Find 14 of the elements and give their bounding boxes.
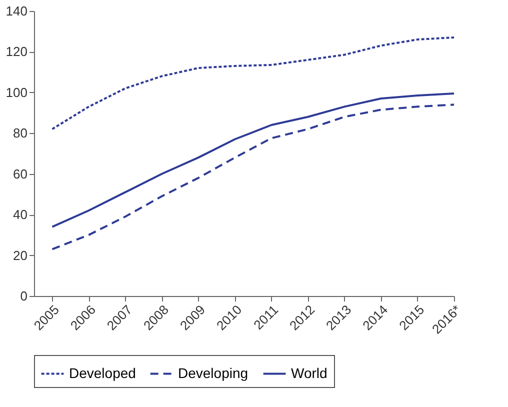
y-tick-label: 40 bbox=[13, 207, 28, 222]
y-tick-label: 140 bbox=[6, 4, 28, 18]
y-tick-label: 80 bbox=[13, 126, 28, 141]
legend-label: Developed bbox=[69, 364, 136, 381]
legend-label: World bbox=[291, 364, 328, 381]
y-tick-label: 20 bbox=[13, 248, 28, 263]
y-tick-label: 0 bbox=[20, 288, 28, 304]
y-tick-label: 60 bbox=[13, 166, 28, 182]
legend-label: Developing bbox=[178, 364, 248, 381]
line-series bbox=[51, 104, 455, 250]
line-series bbox=[51, 92, 455, 228]
y-tick-label: 120 bbox=[6, 44, 28, 60]
y-tick-label: 100 bbox=[6, 84, 28, 100]
line-series bbox=[51, 36, 455, 130]
